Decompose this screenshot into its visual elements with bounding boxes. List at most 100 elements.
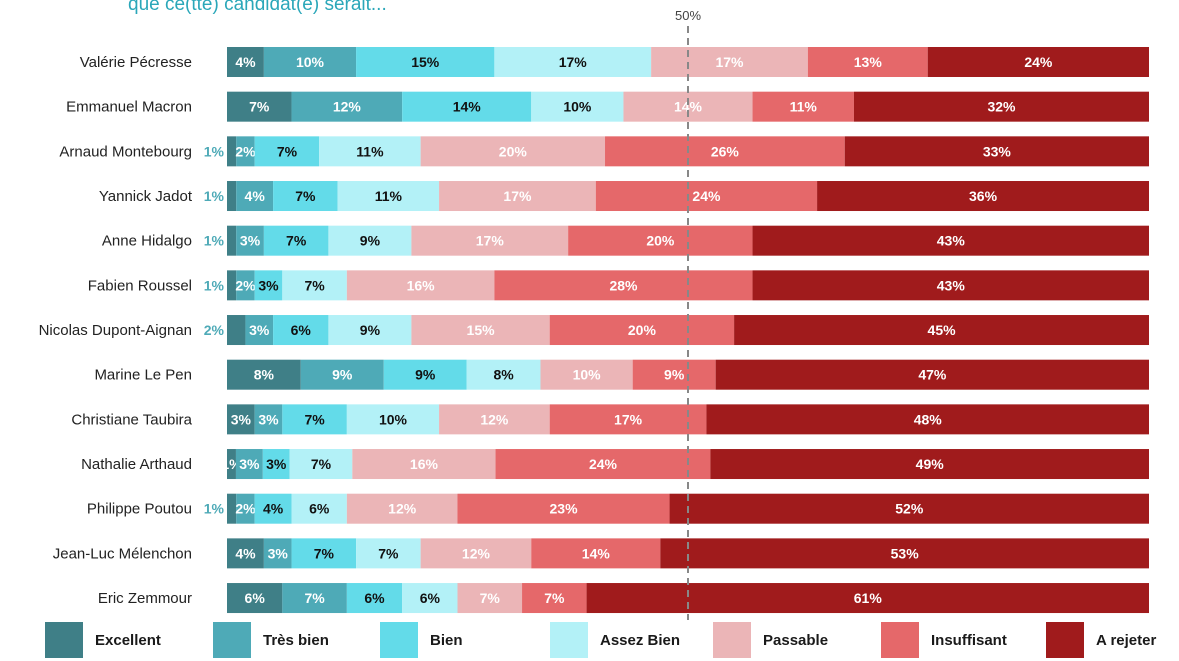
data-label: 11% [790,99,818,115]
bar-segment [669,493,1149,524]
bar-segment [254,270,283,301]
legend-item: A rejeter [1046,622,1156,658]
bar-segment [291,538,357,569]
data-label: 6% [364,590,385,606]
bar-segment [346,493,458,524]
data-label: 16% [410,456,439,472]
data-label: 17% [503,188,532,204]
bar-segment [568,225,753,256]
category-label: Philippe Poutou [87,501,192,518]
data-label: 13% [854,54,883,70]
data-label: 12% [333,99,362,115]
bar-segment [807,47,928,77]
data-label: 20% [628,322,657,338]
data-label: 20% [646,233,675,249]
bar-segment [494,47,652,77]
bar-segment [457,583,523,614]
data-label: 17% [715,54,744,70]
bar-segment [352,449,496,480]
bar-segment [420,538,532,569]
bar-segment [289,449,353,480]
bar-segment [227,449,236,480]
bar-segment [337,181,440,212]
data-label: 3% [240,233,261,249]
bar-segment [734,315,1149,346]
bar-segment [227,315,246,346]
bar-segment [411,225,569,256]
data-label: 26% [711,143,740,159]
data-label: 8% [254,367,275,383]
bar-segment [844,136,1149,167]
legend-label: Très bien [263,631,329,649]
data-label: 52% [895,501,924,517]
bar-segment [402,583,458,614]
legend-label: A rejeter [1096,631,1157,649]
data-label: 7% [249,99,270,115]
data-label: 28% [609,277,638,293]
bar-segment [494,270,753,301]
data-label: 7% [295,188,316,204]
legend-item: Bien [380,622,463,658]
legend-swatch [380,622,418,658]
data-label: 10% [296,54,325,70]
category-label: Jean-Luc Mélenchon [53,545,192,562]
category-label: Marine Le Pen [94,367,192,384]
data-label: 2% [235,501,256,517]
data-label: 43% [937,233,966,249]
reference-line-label: 50% [675,8,701,23]
bar-segment [531,91,624,122]
category-label: Yannick Jadot [99,188,193,205]
data-label: 7% [277,143,298,159]
bar-segment [300,359,384,390]
bar-segment [236,493,255,524]
data-label: 7% [378,545,399,561]
bar-segment [495,449,711,480]
bar-segment [263,225,329,256]
data-label: 36% [969,188,998,204]
bar-segment [549,404,707,435]
legend-label: Passable [763,631,829,649]
bar-segment [632,359,716,390]
data-label: 2% [235,277,256,293]
chart-legend: Excellent Très bien Bien Assez Bien Passable… [0,622,1179,661]
legend-item: Excellent [45,622,161,658]
data-label: 24% [692,188,721,204]
bar-segment [235,449,263,480]
data-label: 10% [563,99,592,115]
category-label: Eric Zemmour [98,590,192,607]
bar-segment [227,270,237,301]
data-label: 6% [309,501,330,517]
bar-segment [383,359,467,390]
legend-item: Assez Bien [550,622,680,658]
bar-segment [853,91,1149,122]
bar-segment [439,181,596,212]
data-label: 9% [360,322,381,338]
bar-segment [282,404,347,435]
data-label: 9% [664,367,685,383]
bar-segment [227,493,237,524]
bar-segment [710,449,1149,480]
outside-value-label: 1% [204,188,225,204]
data-label: 43% [937,277,966,293]
data-label: 14% [453,99,482,115]
bar-segment [715,359,1149,390]
category-label: Emmanuel Macron [66,99,192,116]
bar-segment [236,225,264,256]
data-label: 7% [304,277,325,293]
category-label: Fabien Roussel [88,277,192,294]
data-label: 47% [918,367,947,383]
data-label: 17% [559,54,588,70]
bar-segment [356,47,495,77]
bar-segment [651,47,808,77]
legend-label: Bien [430,631,463,649]
category-label: Arnaud Montebourg [59,143,192,160]
bar-segment [346,270,495,301]
bar-segment [346,583,403,614]
data-label: 12% [462,545,491,561]
bar-segment [328,315,412,346]
data-label: 7% [544,590,565,606]
bar-segment [236,136,255,167]
bar-segment [346,404,440,435]
bar-segment [411,315,550,346]
category-label: Nathalie Arthaud [81,456,192,473]
